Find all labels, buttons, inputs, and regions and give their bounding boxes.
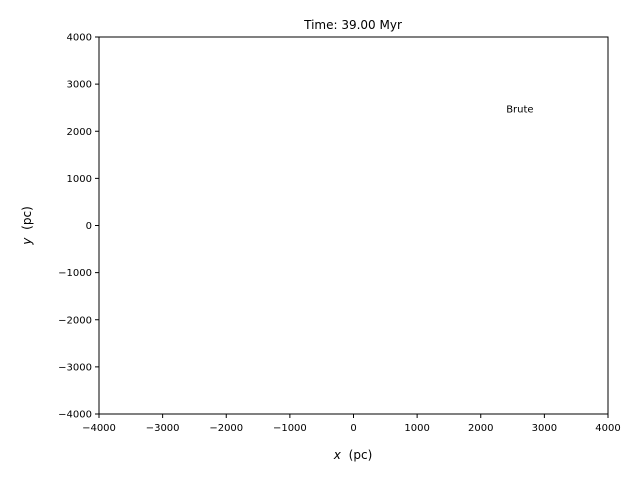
x-tick-label: −1000: [273, 423, 307, 434]
y-tick-label: −1000: [58, 268, 92, 279]
x-axis-ticks: −4000 −3000 −2000 −1000 0 1000 2000 3000 4000: [82, 414, 621, 434]
x-tick-label: −3000: [146, 423, 180, 434]
y-tick-label: −2000: [58, 315, 92, 326]
chart-title: Time: 39.00 Myr: [303, 18, 402, 32]
plot-area: [98, 36, 609, 415]
y-axis-ticks: −4000 −3000 −2000 −1000 0 1000 2000 3000 4000: [58, 33, 99, 421]
y-axis-label: y (pc): [20, 206, 34, 246]
y-tick-label: 1000: [67, 174, 92, 185]
x-tick-label: 1000: [404, 423, 429, 434]
y-tick-label: −4000: [58, 410, 92, 421]
y-tick-label: 4000: [67, 33, 92, 44]
x-axis-label: x (pc): [333, 448, 373, 462]
y-tick-label: −3000: [58, 362, 92, 373]
x-tick-label: −2000: [209, 423, 243, 434]
annotations: Brute: [506, 104, 533, 115]
x-tick-label: 0: [350, 423, 356, 434]
x-tick-label: 4000: [595, 423, 620, 434]
y-tick-label: 3000: [67, 80, 92, 91]
annotation-label: Brute: [506, 104, 533, 115]
x-tick-label: 3000: [532, 423, 557, 434]
y-tick-label: 2000: [67, 127, 92, 138]
y-tick-label: 0: [86, 221, 92, 232]
x-tick-label: −4000: [82, 423, 116, 434]
x-tick-label: 2000: [468, 423, 493, 434]
